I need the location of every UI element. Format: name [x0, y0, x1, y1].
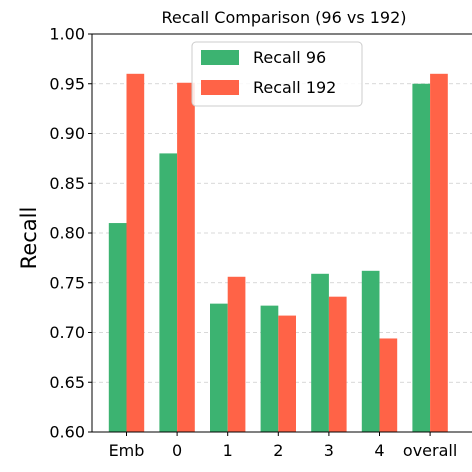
x-tick-label: overall [403, 441, 457, 460]
y-tick-label: 0.85 [49, 174, 85, 193]
plot-frame [91, 33, 472, 433]
x-tick-label: 0 [172, 441, 182, 460]
bar-recall-96-0 [159, 153, 178, 432]
x-tick-label: 1 [223, 441, 233, 460]
legend-label: Recall 96 [253, 48, 326, 67]
x-tick-label: Emb [109, 441, 145, 460]
y-tick-label: 0.95 [49, 74, 85, 93]
x-tick-label: 3 [324, 441, 334, 460]
bar-recall-192-overall [430, 73, 448, 433]
y-tick-label: 0.60 [49, 423, 85, 442]
bar-recall-192-2 [278, 315, 296, 432]
y-axis-ticks: 0.60 0.65 0.70 0.75 0.80 0.85 0.90 0.95 1.00 [49, 25, 92, 442]
y-axis-label: Recall [17, 207, 41, 270]
legend-label: Recall 192 [253, 78, 336, 97]
x-axis-ticks: Emb 0 1 2 3 4 overall [109, 432, 457, 460]
chart-title: Recall Comparison (96 vs 192) [161, 8, 406, 27]
legend-swatch [201, 50, 239, 65]
x-tick-label: 2 [273, 441, 283, 460]
bar-recall-192-4 [379, 338, 398, 432]
bar-recall-96-overall [412, 83, 431, 432]
y-tick-label: 0.90 [49, 124, 85, 143]
y-tick-label: 0.70 [49, 323, 85, 342]
bar-recall-96-1 [210, 303, 228, 432]
bar-recall-96-3 [311, 273, 329, 432]
y-tick-label: 0.75 [49, 273, 85, 292]
bar-recall-192-1 [227, 276, 246, 432]
bar-recall-96-2 [260, 305, 279, 432]
x-tick-label: 4 [374, 441, 384, 460]
bar-recall-192-emb [126, 73, 145, 433]
bars [108, 73, 448, 433]
legend: Recall 96 Recall 192 [191, 41, 363, 107]
y-tick-label: 0.65 [49, 373, 85, 392]
bar-recall-192-3 [328, 296, 347, 432]
y-tick-label: 0.80 [49, 224, 85, 243]
legend-swatch [201, 80, 239, 95]
bar-recall-96-emb [108, 223, 127, 432]
y-tick-label: 1.00 [49, 25, 85, 44]
bar-recall-192-0 [177, 82, 195, 432]
bar-recall-96-4 [361, 270, 380, 432]
